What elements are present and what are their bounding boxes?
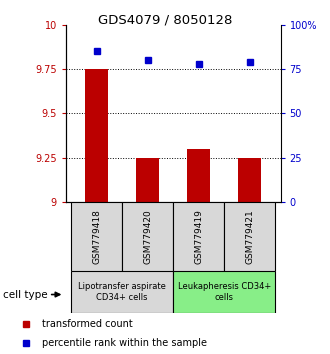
Bar <box>224 202 276 271</box>
Text: cell type: cell type <box>3 290 48 299</box>
Text: GSM779420: GSM779420 <box>143 209 152 264</box>
Bar <box>71 202 122 271</box>
Bar <box>173 271 276 313</box>
Text: GSM779421: GSM779421 <box>246 209 254 264</box>
Bar <box>187 149 210 202</box>
Bar <box>85 69 108 202</box>
Text: GSM779419: GSM779419 <box>194 209 203 264</box>
Text: Lipotransfer aspirate
CD34+ cells: Lipotransfer aspirate CD34+ cells <box>78 282 166 302</box>
Text: GDS4079 / 8050128: GDS4079 / 8050128 <box>98 13 232 27</box>
Bar <box>173 202 224 271</box>
Text: percentile rank within the sample: percentile rank within the sample <box>42 338 207 348</box>
Text: Leukapheresis CD34+
cells: Leukapheresis CD34+ cells <box>178 282 271 302</box>
Bar <box>238 158 261 202</box>
Text: GSM779418: GSM779418 <box>92 209 101 264</box>
Text: transformed count: transformed count <box>42 319 133 329</box>
Bar <box>136 158 159 202</box>
Bar <box>122 202 173 271</box>
Bar <box>71 271 173 313</box>
